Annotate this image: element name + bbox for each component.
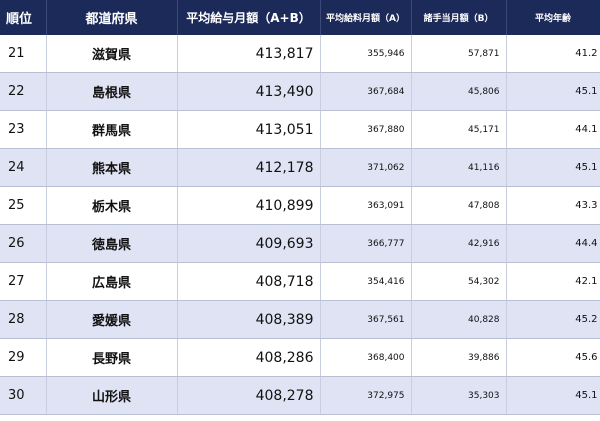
table-row: 21 滋賀県 413,817 355,946 57,871 41.2: [0, 35, 600, 73]
base-cell: 371,062: [320, 148, 412, 187]
allowance-cell: 45,806: [411, 72, 507, 111]
age-cell: 45.6: [506, 338, 600, 377]
prefecture-cell: 広島県: [46, 262, 178, 301]
prefecture-cell: 島根県: [46, 72, 178, 111]
prefecture-cell: 愛媛県: [46, 300, 178, 339]
header-total: 平均給与月額（A+B）: [177, 0, 321, 35]
header-row: 順位 都道府県 平均給与月額（A+B） 平均給料月額（A） 諸手当月額（B） 平…: [0, 0, 600, 35]
prefecture-cell: 熊本県: [46, 148, 178, 187]
rank-cell: 26: [0, 224, 47, 263]
total-cell: 408,718: [177, 262, 321, 301]
rank-cell: 28: [0, 300, 47, 339]
table-row: 23 群馬県 413,051 367,880 45,171 44.1: [0, 110, 600, 149]
age-cell: 45.1: [506, 376, 600, 415]
table-header: 順位 都道府県 平均給与月額（A+B） 平均給料月額（A） 諸手当月額（B） 平…: [0, 0, 600, 35]
base-cell: 367,880: [320, 110, 412, 149]
allowance-cell: 41,116: [411, 148, 507, 187]
base-cell: 363,091: [320, 186, 412, 225]
age-cell: 44.4: [506, 224, 600, 263]
age-cell: 45.2: [506, 300, 600, 339]
rank-cell: 30: [0, 376, 47, 415]
table-row: 25 栃木県 410,899 363,091 47,808 43.3: [0, 186, 600, 225]
rank-cell: 24: [0, 148, 47, 187]
total-cell: 408,286: [177, 338, 321, 377]
base-cell: 367,561: [320, 300, 412, 339]
allowance-cell: 39,886: [411, 338, 507, 377]
base-cell: 354,416: [320, 262, 412, 301]
allowance-cell: 57,871: [411, 35, 507, 73]
age-cell: 45.1: [506, 148, 600, 187]
prefecture-cell: 滋賀県: [46, 35, 178, 73]
rank-cell: 29: [0, 338, 47, 377]
prefecture-cell: 山形県: [46, 376, 178, 415]
table-row: 27 広島県 408,718 354,416 54,302 42.1: [0, 262, 600, 301]
header-age: 平均年齢: [506, 0, 600, 35]
table-row: 29 長野県 408,286 368,400 39,886 45.6: [0, 338, 600, 377]
prefecture-cell: 徳島県: [46, 224, 178, 263]
header-base: 平均給料月額（A）: [320, 0, 412, 35]
base-cell: 368,400: [320, 338, 412, 377]
table-row: 30 山形県 408,278 372,975 35,303 45.1: [0, 376, 600, 415]
table-body: 21 滋賀県 413,817 355,946 57,871 41.2 22 島根…: [0, 35, 600, 415]
rank-cell: 21: [0, 35, 47, 73]
total-cell: 409,693: [177, 224, 321, 263]
age-cell: 45.1: [506, 72, 600, 111]
rank-cell: 25: [0, 186, 47, 225]
total-cell: 413,490: [177, 72, 321, 111]
age-cell: 43.3: [506, 186, 600, 225]
total-cell: 408,278: [177, 376, 321, 415]
allowance-cell: 35,303: [411, 376, 507, 415]
table-row: 22 島根県 413,490 367,684 45,806 45.1: [0, 72, 600, 111]
rank-cell: 27: [0, 262, 47, 301]
base-cell: 372,975: [320, 376, 412, 415]
table-row: 26 徳島県 409,693 366,777 42,916 44.4: [0, 224, 600, 263]
total-cell: 408,389: [177, 300, 321, 339]
prefecture-cell: 長野県: [46, 338, 178, 377]
prefecture-cell: 群馬県: [46, 110, 178, 149]
allowance-cell: 42,916: [411, 224, 507, 263]
prefecture-cell: 栃木県: [46, 186, 178, 225]
table-row: 24 熊本県 412,178 371,062 41,116 45.1: [0, 148, 600, 187]
allowance-cell: 47,808: [411, 186, 507, 225]
rank-cell: 23: [0, 110, 47, 149]
allowance-cell: 45,171: [411, 110, 507, 149]
base-cell: 366,777: [320, 224, 412, 263]
age-cell: 44.1: [506, 110, 600, 149]
base-cell: 355,946: [320, 35, 412, 73]
header-prefecture: 都道府県: [46, 0, 178, 35]
allowance-cell: 40,828: [411, 300, 507, 339]
age-cell: 42.1: [506, 262, 600, 301]
table-row: 28 愛媛県 408,389 367,561 40,828 45.2: [0, 300, 600, 339]
total-cell: 410,899: [177, 186, 321, 225]
header-rank: 順位: [0, 0, 47, 35]
header-allowance: 諸手当月額（B）: [411, 0, 507, 35]
age-cell: 41.2: [506, 35, 600, 73]
total-cell: 413,817: [177, 35, 321, 73]
rank-cell: 22: [0, 72, 47, 111]
allowance-cell: 54,302: [411, 262, 507, 301]
total-cell: 413,051: [177, 110, 321, 149]
base-cell: 367,684: [320, 72, 412, 111]
total-cell: 412,178: [177, 148, 321, 187]
